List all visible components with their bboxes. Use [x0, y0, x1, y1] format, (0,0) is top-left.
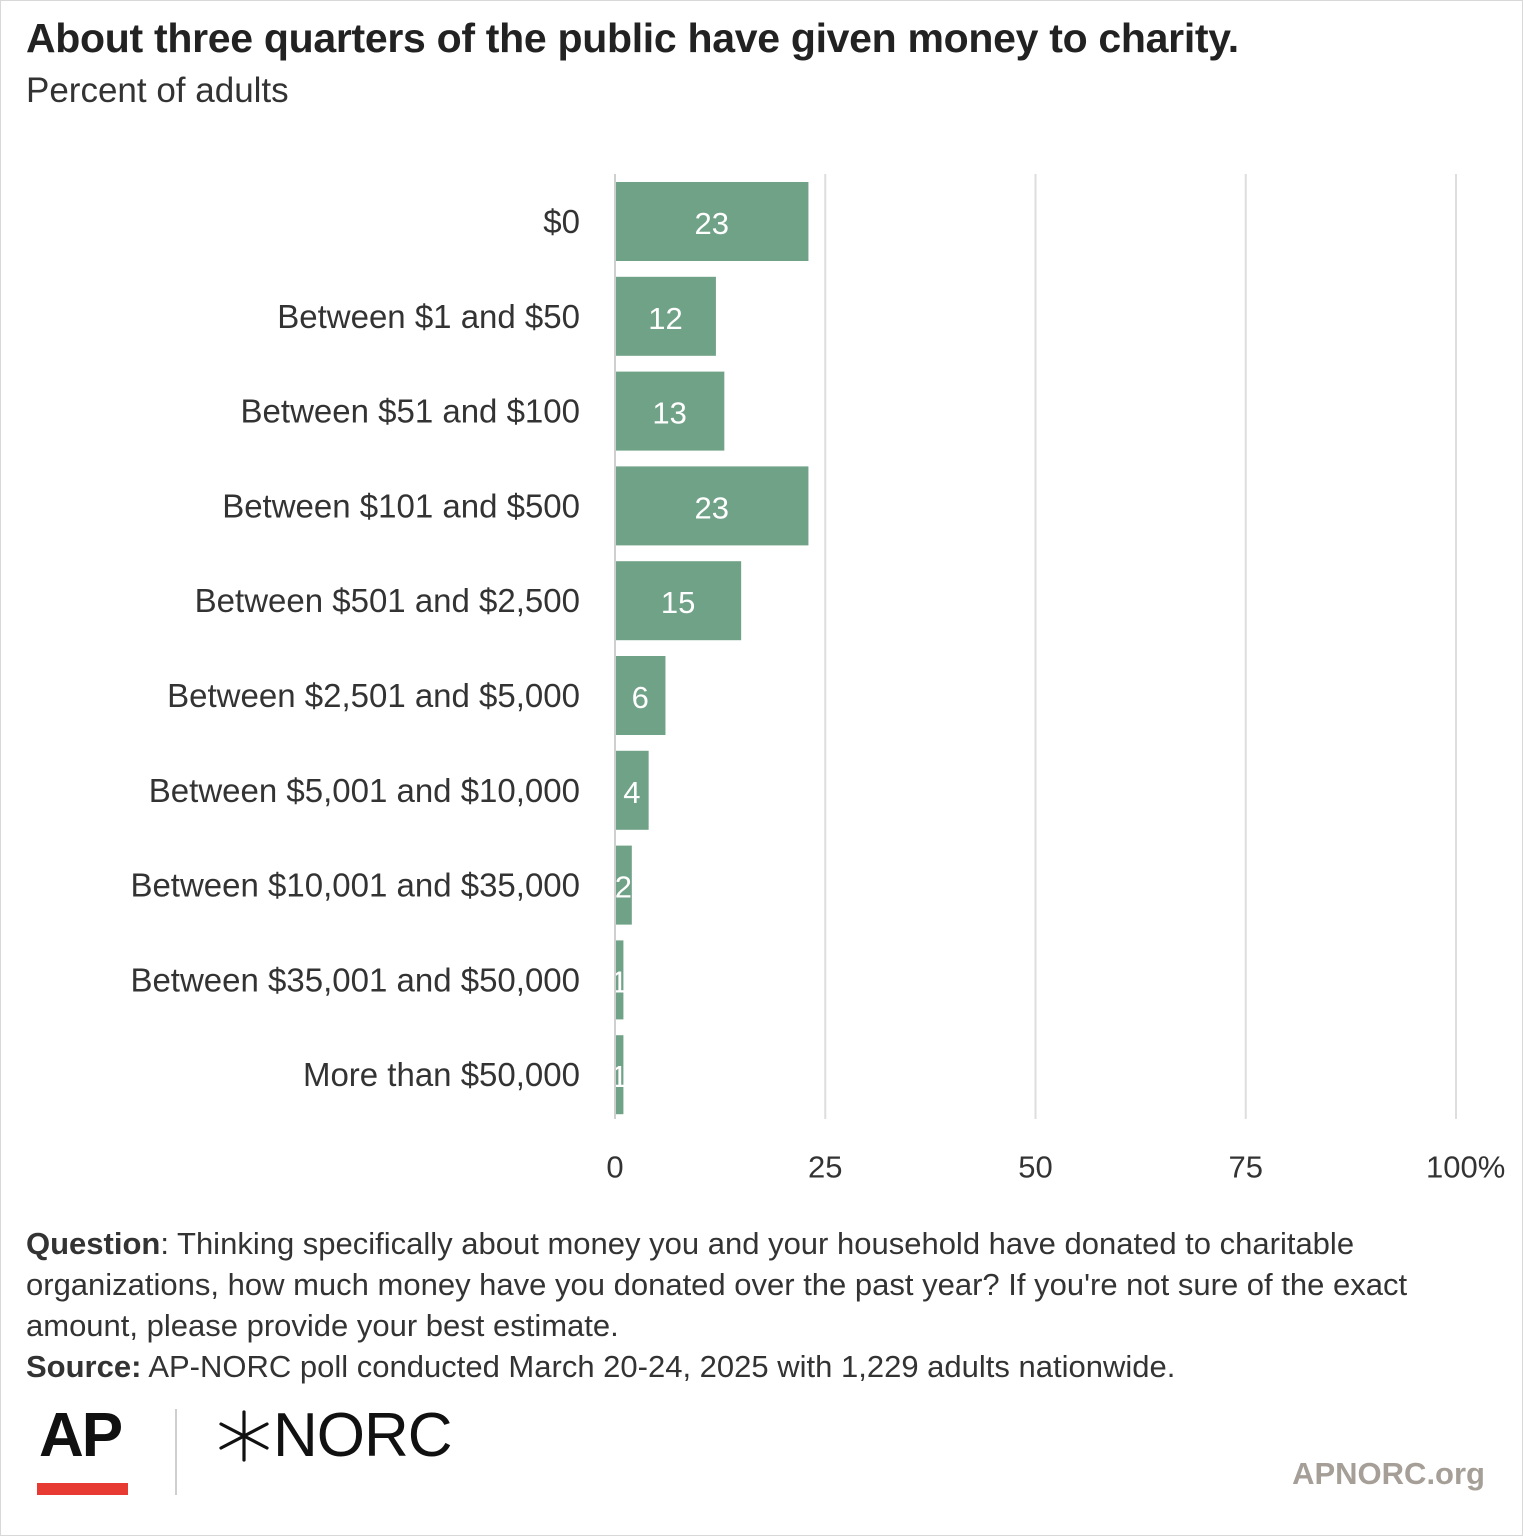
category-label: Between $10,001 and $35,000 — [130, 867, 580, 904]
bar-value-label: 15 — [661, 585, 695, 620]
category-label: Between $1 and $50 — [277, 298, 580, 335]
bar — [615, 276, 716, 356]
bar-value-label: 1 — [611, 1059, 628, 1094]
x-tick-label: 0 — [606, 1150, 623, 1185]
star-burst-icon — [219, 1410, 269, 1462]
bar — [615, 845, 632, 925]
ap-logo: AP — [39, 1401, 123, 1470]
bar-value-label: 1 — [611, 964, 628, 999]
ap-logo-underline — [37, 1483, 128, 1495]
category-label: $0 — [543, 203, 580, 240]
source-label: Source: — [26, 1349, 142, 1384]
category-label: Between $501 and $2,500 — [195, 582, 580, 619]
bar — [615, 561, 742, 641]
question-text: : Thinking specifically about money you … — [26, 1226, 1408, 1343]
norc-logo: NORC — [217, 1401, 453, 1470]
chart-title: About three quarters of the public have … — [26, 15, 1239, 61]
bar — [615, 1035, 624, 1115]
bar-value-label: 12 — [648, 301, 682, 336]
bar — [615, 656, 666, 735]
norc-logo-text: NORC — [273, 1401, 453, 1470]
bar — [615, 940, 624, 1020]
category-label: Between $35,001 and $50,000 — [130, 961, 580, 998]
category-label: More than $50,000 — [303, 1056, 580, 1093]
bar-value-label: 23 — [694, 206, 728, 241]
x-tick-label: 75 — [1229, 1150, 1263, 1185]
bar — [615, 371, 725, 451]
x-tick-label: 50 — [1018, 1150, 1052, 1185]
bar — [615, 466, 809, 546]
bar-value-label: 2 — [615, 870, 632, 905]
x-tick-label: 25 — [808, 1150, 842, 1185]
category-label: Between $2,501 and $5,000 — [167, 677, 580, 714]
site-url[interactable]: APNORC.org — [1292, 1456, 1485, 1491]
category-label: Between $5,001 and $10,000 — [149, 772, 580, 809]
bar-value-label: 23 — [694, 490, 728, 525]
logo-divider — [175, 1409, 177, 1495]
source-text: AP-NORC poll conducted March 20-24, 2025… — [141, 1349, 1176, 1384]
category-label: Between $51 and $100 — [241, 393, 580, 430]
bar — [615, 182, 809, 261]
category-label: Between $101 and $500 — [222, 487, 580, 524]
x-tick-label: 100% — [1426, 1150, 1505, 1185]
chart-subtitle: Percent of adults — [26, 71, 289, 110]
bar-value-label: 13 — [652, 396, 686, 431]
bar-value-label: 6 — [632, 680, 649, 715]
bar-value-label: 4 — [623, 775, 640, 810]
footnote: Question: Thinking specifically about mo… — [26, 1223, 1496, 1387]
question-label: Question — [26, 1226, 161, 1261]
bar — [615, 750, 649, 830]
